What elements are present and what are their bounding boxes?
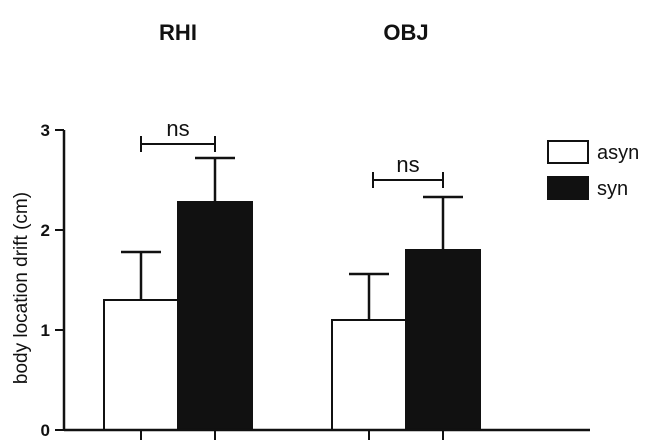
y-tick-label-3: 3 — [41, 121, 50, 140]
legend-swatch-syn — [548, 177, 588, 199]
bar-syn-obj — [406, 250, 480, 430]
y-tick-label-1: 1 — [41, 321, 50, 340]
y-tick-label-0: 0 — [41, 421, 50, 440]
category-label-obj: OBJ — [383, 20, 428, 45]
legend-swatch-asyn — [548, 141, 588, 163]
significance-label-rhi: ns — [166, 116, 189, 141]
y-tick-label-2: 2 — [41, 221, 50, 240]
legend-label-asyn: asyn — [597, 142, 639, 164]
bar-asyn-rhi — [104, 300, 178, 430]
y-axis-label: body location drift (cm) — [11, 192, 32, 384]
bars-layer — [104, 202, 480, 430]
legend-label-syn: syn — [597, 178, 628, 200]
legend: asyn syn — [548, 141, 639, 200]
bar-asyn-obj — [332, 320, 406, 430]
bar-syn-rhi — [178, 202, 252, 430]
significance-layer: ns ns — [141, 116, 443, 188]
category-label-rhi: RHI — [159, 20, 197, 45]
significance-label-obj: ns — [396, 152, 419, 177]
